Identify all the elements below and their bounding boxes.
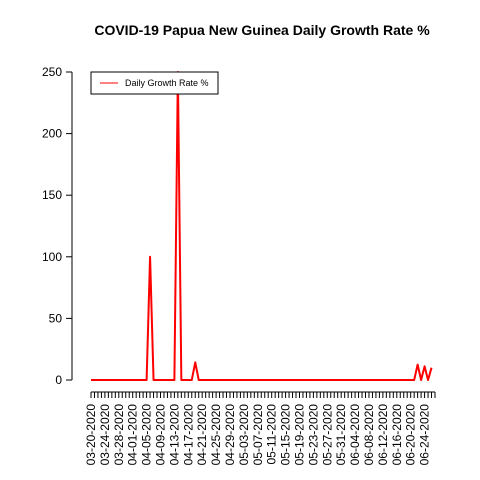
x-tick-label: 04-09-2020: [153, 404, 167, 466]
y-tick-label: 100: [42, 250, 62, 264]
x-tick-label: 03-28-2020: [112, 404, 126, 466]
x-tick-label: 05-07-2020: [251, 404, 265, 466]
y-tick-label: 200: [42, 127, 62, 141]
x-tick-label: 04-17-2020: [181, 404, 195, 466]
series-line-daily-growth-rate: [91, 71, 433, 381]
y-tick-label: 250: [42, 65, 62, 79]
x-tick-label: 04-13-2020: [167, 404, 181, 466]
x-tick-label: 06-24-2020: [418, 404, 432, 466]
x-tick-label: 04-21-2020: [195, 404, 209, 466]
y-tick-label: 50: [49, 311, 63, 325]
x-tick-label: 04-25-2020: [209, 404, 223, 466]
x-tick-label: 06-20-2020: [404, 404, 418, 466]
x-tick-label: 05-03-2020: [237, 404, 251, 466]
x-tick-label: 04-01-2020: [126, 404, 140, 466]
x-tick-label: 05-15-2020: [279, 404, 293, 466]
x-tick-label: 04-29-2020: [223, 404, 237, 466]
x-axis: 03-20-2020 03-24-2020 03-28-2020 04-01-2020…: [84, 391, 436, 466]
legend: Daily Growth Rate %: [90, 71, 219, 95]
x-tick-label: 04-05-2020: [140, 404, 154, 466]
x-tick-label: 05-27-2020: [320, 404, 334, 466]
x-tick-label: 03-20-2020: [84, 404, 98, 466]
x-tick-label: 06-08-2020: [362, 404, 376, 466]
y-tick-label: 0: [55, 373, 62, 387]
x-tick-label: 06-04-2020: [348, 404, 362, 466]
legend-label: Daily Growth Rate %: [125, 78, 209, 88]
x-tick-label: 05-11-2020: [265, 404, 279, 465]
x-tick-label: 03-24-2020: [98, 404, 112, 466]
x-tick-label: 05-31-2020: [334, 404, 348, 466]
y-axis: 0 50 100 150 200 250: [42, 65, 73, 387]
y-tick-label: 150: [42, 188, 62, 202]
plot-series: [91, 71, 433, 381]
x-tick-label: 06-16-2020: [390, 404, 404, 466]
x-tick-label: 06-12-2020: [376, 404, 390, 466]
legend-box: [90, 71, 219, 95]
chart-title: COVID-19 Papua New Guinea Daily Growth R…: [94, 22, 430, 38]
x-tick-label: 05-19-2020: [292, 404, 306, 466]
x-tick-label: 05-23-2020: [306, 404, 320, 466]
